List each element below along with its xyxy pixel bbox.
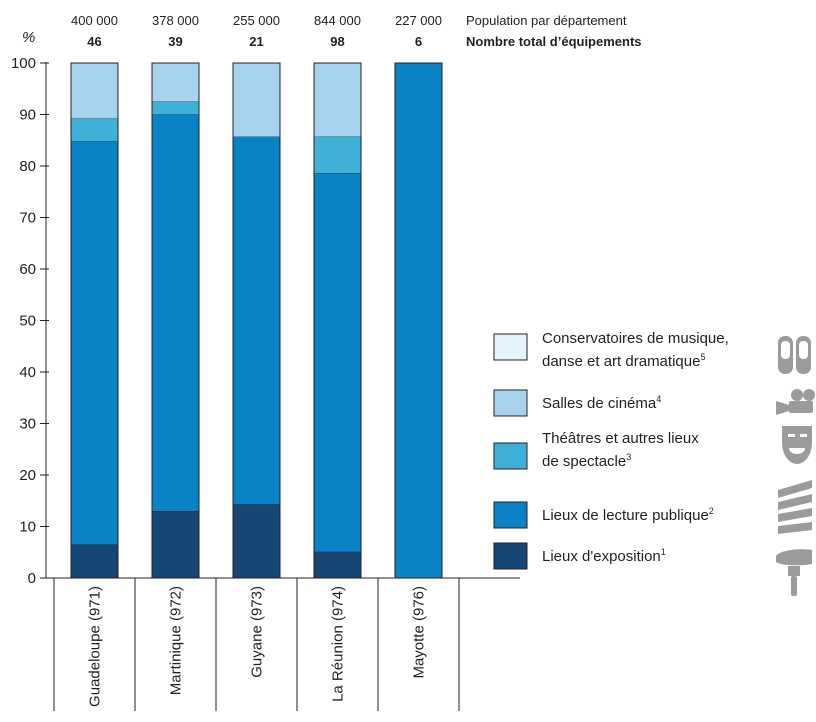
y-tick-label: 0 bbox=[28, 570, 36, 587]
bar-segment bbox=[152, 101, 199, 115]
equipment-total-value: 39 bbox=[168, 34, 182, 49]
legend-label: Lieux de lecture publique2 bbox=[542, 506, 714, 524]
bar-segment bbox=[233, 504, 280, 578]
category-label: Mayotte (976) bbox=[411, 586, 428, 679]
population-row-label: Population par département bbox=[466, 13, 627, 28]
legend-footnote-mark: 2 bbox=[709, 506, 714, 516]
mask-eye bbox=[800, 434, 807, 437]
y-tick-label: 60 bbox=[19, 261, 36, 278]
ballet-shoes-icon bbox=[778, 336, 811, 374]
bar-segment bbox=[71, 544, 118, 578]
category-label: Guyane (973) bbox=[249, 586, 266, 678]
mask-face bbox=[782, 426, 812, 464]
equipment-total-value: 98 bbox=[330, 34, 344, 49]
y-tick-label: 80 bbox=[19, 158, 36, 175]
icon-column bbox=[776, 336, 815, 596]
legend-swatch bbox=[493, 333, 528, 361]
film-camera-icon bbox=[776, 389, 815, 415]
legend-label-line1: Conservatoires de musique, bbox=[542, 330, 729, 347]
legend-footnote-mark: 3 bbox=[626, 452, 631, 462]
bar-segment bbox=[71, 141, 118, 545]
mask-eye bbox=[788, 434, 795, 437]
y-unit-label: % bbox=[22, 29, 35, 46]
legend-label-line2: danse et art dramatique bbox=[542, 353, 700, 370]
category-label: Guadeloupe (971) bbox=[87, 586, 104, 707]
category-label: La Réunion (974) bbox=[330, 586, 347, 702]
bar-outline bbox=[313, 62, 362, 579]
legend-label-text: Lieux de lecture publique bbox=[542, 507, 709, 524]
category-label: Martinique (972) bbox=[168, 586, 185, 695]
population-value: 378 000 bbox=[152, 13, 199, 28]
brush-ferrule bbox=[788, 566, 800, 576]
legend-swatch bbox=[493, 501, 528, 529]
equipment-total-value: 46 bbox=[87, 34, 101, 49]
brush-handle bbox=[791, 576, 797, 596]
bar-segment bbox=[71, 63, 118, 119]
brush-bristles bbox=[776, 549, 812, 566]
legend-label: Lieux d'exposition1 bbox=[542, 547, 666, 565]
bar-segment bbox=[152, 114, 199, 512]
bar-segment bbox=[395, 63, 442, 578]
legend-label-text: Lieux d'exposition bbox=[542, 548, 661, 565]
camera-reel bbox=[791, 389, 803, 401]
y-tick-label: 70 bbox=[19, 210, 36, 227]
population-value: 255 000 bbox=[233, 13, 280, 28]
y-tick-label: 20 bbox=[19, 467, 36, 484]
legend-swatch bbox=[493, 542, 528, 570]
y-tick-label: 30 bbox=[19, 416, 36, 433]
y-tick-label: 100 bbox=[11, 55, 36, 72]
legend-label: Salles de cinéma4 bbox=[542, 394, 661, 412]
legend-footnote-mark: 1 bbox=[661, 547, 666, 557]
camera-reel bbox=[803, 389, 815, 401]
ballet-shoe-opening bbox=[799, 341, 808, 359]
bar-segment bbox=[314, 136, 361, 174]
bar-segment bbox=[314, 173, 361, 552]
legend-label: Théâtres et autres lieux bbox=[542, 430, 699, 447]
y-tick-label: 10 bbox=[19, 519, 36, 536]
camera-lens bbox=[776, 401, 789, 415]
theatre-mask-icon bbox=[782, 426, 812, 464]
legend-label-line1: Théâtres et autres lieux bbox=[542, 430, 699, 447]
bar-outline bbox=[394, 62, 443, 579]
legend-label-text: Salles de cinéma bbox=[542, 395, 657, 412]
population-value: 400 000 bbox=[71, 13, 118, 28]
equipment-total-value: 6 bbox=[415, 34, 422, 49]
book bbox=[778, 480, 812, 498]
legend-label: de spectacle3 bbox=[542, 452, 631, 470]
book bbox=[778, 522, 812, 534]
ballet-shoe-opening bbox=[781, 341, 790, 359]
y-tick-label: 90 bbox=[19, 107, 36, 124]
population-value: 844 000 bbox=[314, 13, 361, 28]
legend-swatch bbox=[493, 389, 528, 417]
bar-segment bbox=[152, 511, 199, 578]
legend-label: danse et art dramatique5 bbox=[542, 352, 705, 370]
bar-outline bbox=[151, 62, 200, 579]
legend-footnote-mark: 4 bbox=[656, 394, 661, 404]
legend-swatch bbox=[493, 442, 528, 470]
book bbox=[778, 494, 812, 510]
legend-footnote-mark: 5 bbox=[700, 352, 705, 362]
bar-segment bbox=[314, 63, 361, 137]
equipment-row-label: Nombre total d’équipements bbox=[466, 34, 642, 49]
bar-segment bbox=[314, 551, 361, 578]
bar-segment bbox=[71, 118, 118, 142]
mask-mouth bbox=[789, 448, 805, 454]
bar-segment bbox=[233, 63, 280, 137]
equipment-total-value: 21 bbox=[249, 34, 263, 49]
bar-outline bbox=[70, 62, 119, 579]
legend-label-line2: de spectacle bbox=[542, 453, 626, 470]
population-value: 227 000 bbox=[395, 13, 442, 28]
bar-segment bbox=[233, 136, 280, 505]
camera-body bbox=[789, 401, 813, 413]
legend-label: Conservatoires de musique, bbox=[542, 330, 729, 347]
paintbrush-icon bbox=[776, 549, 812, 596]
y-tick-label: 50 bbox=[19, 313, 36, 330]
y-tick-label: 40 bbox=[19, 364, 36, 381]
bar-segment bbox=[152, 63, 199, 102]
bar-outline bbox=[232, 62, 281, 579]
books-icon bbox=[778, 480, 812, 534]
book bbox=[778, 508, 812, 522]
